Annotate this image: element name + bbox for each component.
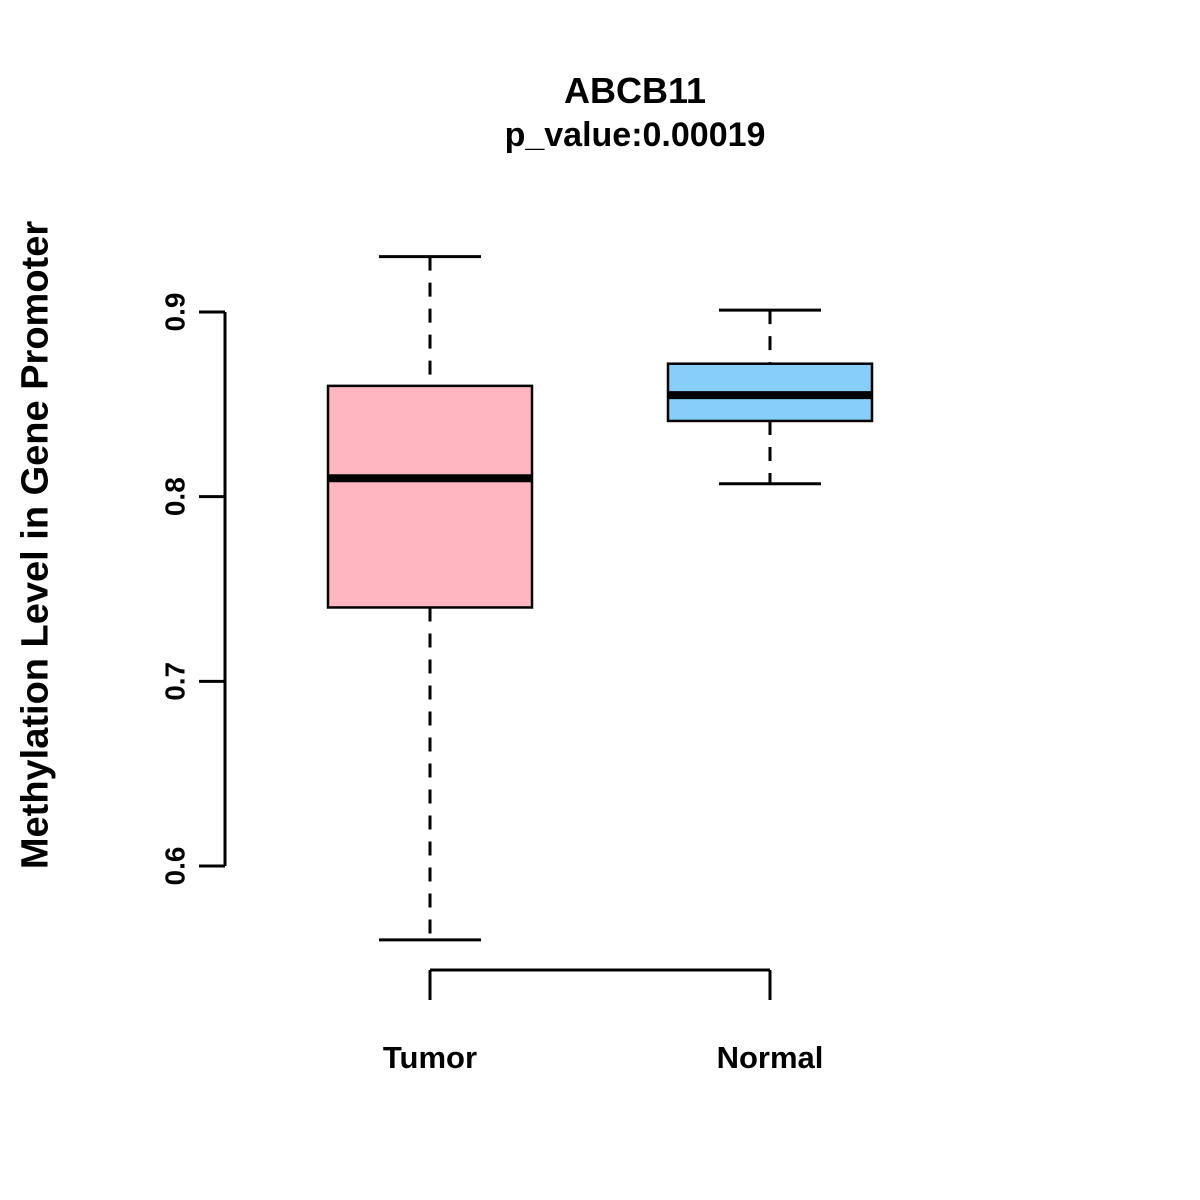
chart-title: ABCB11 [563, 70, 707, 111]
y-tick-label: 0.6 [159, 847, 190, 886]
normal-box-group [666, 308, 874, 486]
tumor-iqr-box [326, 384, 534, 609]
x-category-label-tumor: Tumor [383, 1040, 477, 1075]
tumor-box-group [326, 255, 534, 942]
y-tick-label: 0.8 [159, 477, 190, 516]
chart-subtitle: p_value:0.00019 [504, 116, 766, 154]
y-tick-label: 0.9 [159, 293, 190, 332]
x-axis: Tumor Normal [383, 968, 824, 1075]
x-category-label-normal: Normal [717, 1040, 824, 1075]
y-tick-label: 0.7 [159, 662, 190, 701]
y-axis: 0.6 0.7 0.8 0.9 [159, 293, 227, 886]
